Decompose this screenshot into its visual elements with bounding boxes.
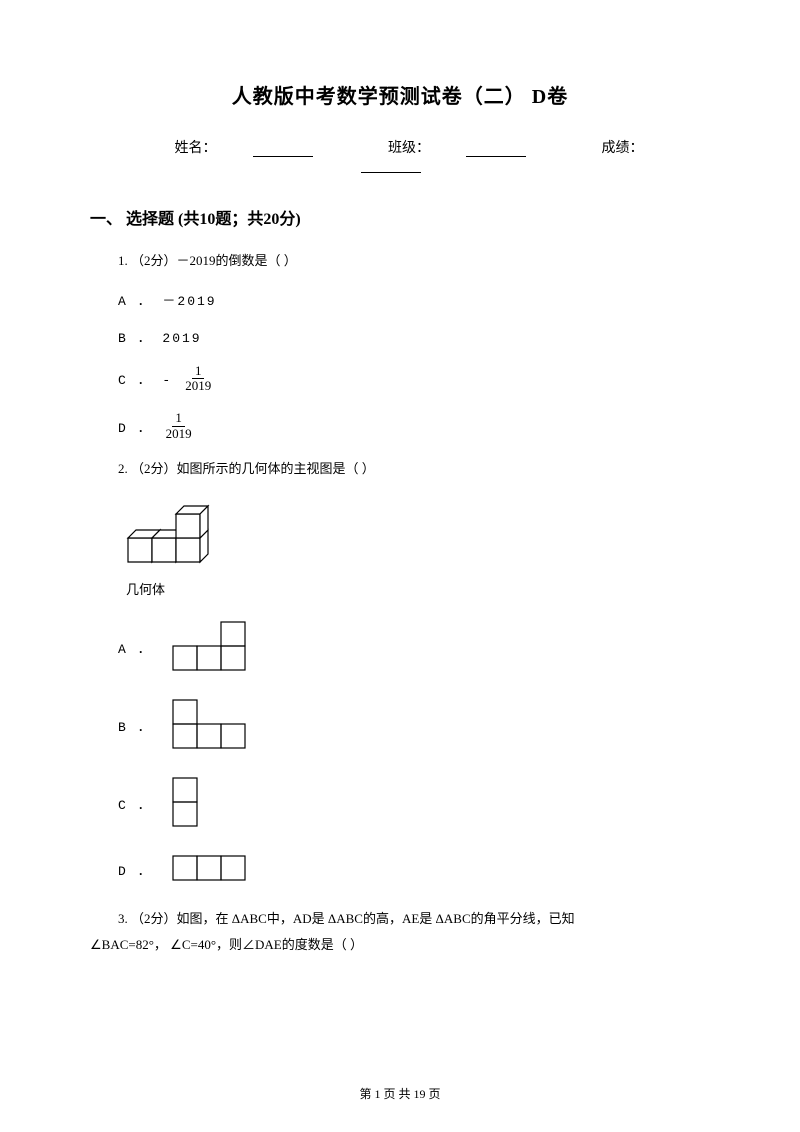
q2-option-a: A ． xyxy=(90,618,710,678)
q2-optA-figure xyxy=(169,618,259,678)
student-info-line: 姓名： 班级： 成绩： xyxy=(90,137,710,173)
q1-option-a: A ． －2019 xyxy=(90,290,710,309)
q1-optD-label: D ． xyxy=(118,417,153,436)
name-label: 姓名： xyxy=(157,141,331,156)
q2-optC-label: C ． xyxy=(118,794,153,813)
q1-option-b: B ． 2019 xyxy=(90,327,710,346)
fraction-1-2019-neg: 1 2019 xyxy=(182,364,214,394)
q2-optC-figure xyxy=(169,774,209,834)
q1-optB-label: B ． 2019 xyxy=(118,327,202,346)
question-2-text: 2. （2分）如图所示的几何体的主视图是（ ） xyxy=(90,459,710,480)
class-blank xyxy=(466,143,526,157)
fraction-1-2019: 1 2019 xyxy=(163,411,195,441)
q2-optB-figure xyxy=(169,696,259,756)
page-footer: 第 1 页 共 19 页 xyxy=(0,1085,800,1102)
q2-figure-label: 几何体 xyxy=(126,579,710,598)
page-title: 人教版中考数学预测试卷（二） D卷 xyxy=(90,80,710,109)
q2-optD-label: D ． xyxy=(118,860,153,879)
q2-optD-figure xyxy=(169,852,259,888)
class-label: 班级： xyxy=(370,141,544,156)
q1-option-d: D ． 1 2019 xyxy=(90,411,710,441)
name-blank xyxy=(253,143,313,157)
score-blank xyxy=(361,159,421,173)
question-3-line1: 3. （2分）如图，在 ΔABC中，AD是 ΔABC的高，AE是 ΔABC的角平… xyxy=(90,906,710,932)
q1-optC-label: C ． - xyxy=(118,369,172,388)
section-1-header: 一、 选择题 (共10题；共20分) xyxy=(90,205,710,229)
q2-option-d: D ． xyxy=(90,852,710,888)
q2-optA-label: A ． xyxy=(118,638,153,657)
q1-optA-label: A ． －2019 xyxy=(118,290,217,309)
q2-optB-label: B ． xyxy=(118,716,153,735)
q1-option-c: C ． - 1 2019 xyxy=(90,364,710,394)
question-3-line2: ∠BAC=82°， ∠C=40°，则∠DAE的度数是（ ） xyxy=(90,932,710,958)
q2-option-b: B ． xyxy=(90,696,710,756)
q2-3d-figure xyxy=(118,498,710,573)
q2-option-c: C ． xyxy=(90,774,710,834)
question-1-text: 1. （2分）－2019的倒数是（ ） xyxy=(90,251,710,272)
